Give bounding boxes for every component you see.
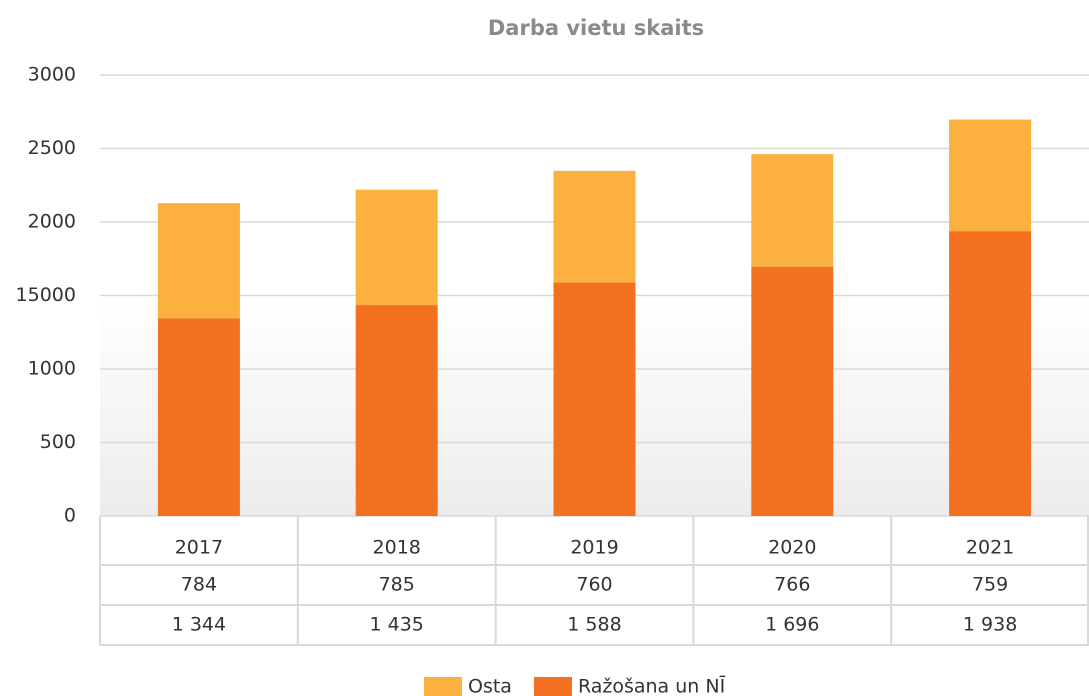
legend-label: Ražošana un NĪ	[578, 674, 726, 696]
y-tick-label: 15000	[16, 284, 76, 306]
bar-segment	[355, 189, 438, 306]
bar-segment	[355, 305, 438, 516]
table-value: 766	[774, 574, 810, 596]
bar-segment	[949, 231, 1032, 516]
x-tick-label: 2019	[570, 537, 618, 559]
bar-segment	[751, 154, 834, 267]
chart-title: Darba vietu skaits	[488, 16, 704, 40]
x-tick-label: 2017	[175, 537, 223, 559]
table-value: 1 344	[172, 614, 226, 636]
table-value: 785	[379, 574, 415, 596]
legend-swatch	[424, 677, 462, 696]
y-tick-label: 2000	[28, 211, 76, 233]
y-tick-label: 2500	[28, 137, 76, 159]
table-value: 1 435	[369, 614, 423, 636]
bar-segment	[553, 170, 636, 283]
bar-segment	[751, 266, 834, 516]
table-value: 1 938	[963, 614, 1017, 636]
y-tick-label: 500	[40, 431, 76, 453]
table-value: 1 696	[765, 614, 819, 636]
table-value: 784	[181, 574, 217, 596]
legend-label: Osta	[468, 676, 512, 696]
bar-segment	[157, 203, 240, 319]
y-tick-label: 1000	[28, 358, 76, 380]
y-tick-label: 3000	[28, 64, 76, 86]
table-value: 759	[972, 574, 1008, 596]
x-tick-label: 2020	[768, 537, 816, 559]
x-tick-label: 2021	[966, 537, 1014, 559]
y-tick-label: 0	[64, 505, 76, 527]
bar-segment	[553, 282, 636, 516]
bar-segment	[157, 318, 240, 516]
table-value: 1 588	[567, 614, 621, 636]
x-tick-label: 2018	[373, 537, 421, 559]
bar-segment	[949, 119, 1032, 232]
legend-swatch	[533, 677, 572, 696]
table-value: 760	[576, 574, 612, 596]
